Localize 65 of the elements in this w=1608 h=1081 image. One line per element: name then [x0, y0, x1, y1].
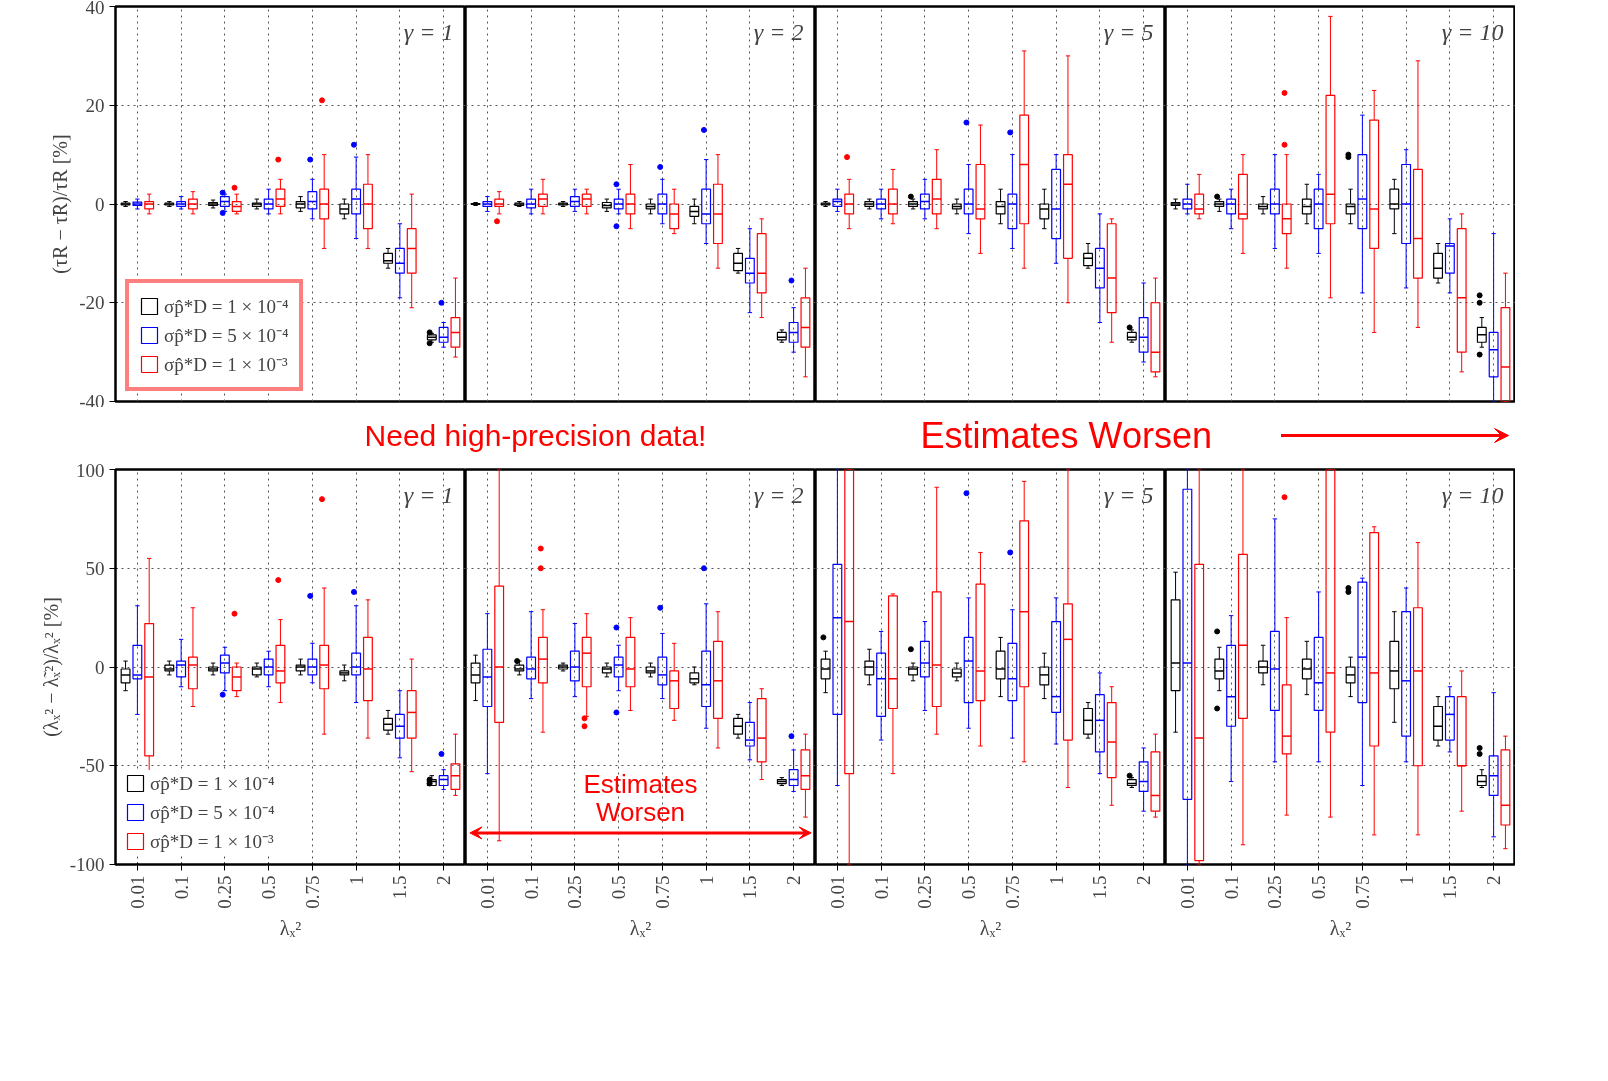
x-axis-title: λₓ² — [979, 916, 1002, 939]
x-tick-label: 1.5 — [389, 875, 411, 900]
annotation: γ = 10 — [1441, 481, 1504, 508]
x-tick-label: 0.01 — [826, 875, 848, 909]
y-tick-label: -40 — [79, 390, 105, 412]
x-tick-label: 2 — [1483, 875, 1505, 885]
y-tick-label: 50 — [85, 557, 105, 579]
x-tick-label: 1 — [695, 875, 717, 885]
y-axis-title: (τR − τ̃R)/τR [%] — [49, 134, 73, 274]
x-tick-label: 1 — [1395, 875, 1417, 885]
x-tick-label: 0.5 — [958, 875, 980, 900]
x-axis-title: λₓ² — [279, 916, 302, 939]
x-tick-label: 2 — [1133, 875, 1155, 885]
x-tick-label: 0.1 — [870, 875, 892, 900]
x-tick-label: 1.5 — [1089, 875, 1111, 900]
x-tick-label: 0.75 — [651, 875, 673, 909]
y-tick-label: -20 — [79, 292, 105, 314]
legend-label: σp̂*D = 1 × 10⁻⁴ — [164, 295, 289, 319]
x-tick-label: 2 — [433, 875, 455, 885]
annotation: γ = 5 — [1103, 481, 1154, 508]
y-tick-label: 40 — [85, 0, 105, 18]
x-tick-label: 0.5 — [608, 875, 630, 900]
x-tick-label: 0.25 — [1264, 875, 1286, 909]
x-tick-label: 0.25 — [914, 875, 936, 909]
x-tick-label: 0.1 — [170, 875, 192, 900]
x-tick-label: 0.75 — [301, 875, 323, 909]
x-tick-label: 0.75 — [1351, 875, 1373, 909]
y-tick-label: 0 — [95, 193, 105, 215]
x-axis-title: λₓ² — [629, 916, 652, 939]
x-tick-label: 0.25 — [564, 875, 586, 909]
x-tick-label: 0.01 — [476, 875, 498, 909]
x-tick-label: 0.75 — [1001, 875, 1023, 909]
x-tick-label: 1 — [1045, 875, 1067, 885]
y-tick-label: 20 — [85, 94, 105, 116]
annotation: γ = 1 — [403, 481, 454, 508]
legend-label: σp̂*D = 5 × 10⁻⁴ — [150, 801, 275, 825]
annotation: γ = 1 — [403, 18, 454, 45]
x-tick-label: 1 — [345, 875, 367, 885]
annotation: γ = 2 — [753, 481, 804, 508]
y-tick-label: -100 — [69, 854, 105, 875]
text: Need high-precision data! — [364, 419, 707, 452]
x-tick-label: 1.5 — [1439, 875, 1461, 900]
legend-label: σp̂*D = 1 × 10⁻⁴ — [150, 772, 275, 796]
x-tick-label: 0.01 — [126, 875, 148, 909]
x-axis-title: λₓ² — [1329, 916, 1352, 939]
x-tick-label: 2 — [783, 875, 805, 885]
annotation: Estimates Worsen — [583, 768, 698, 827]
annotation: γ = 5 — [1103, 18, 1154, 45]
x-tick-label: 1.5 — [739, 875, 761, 900]
text: Estimates Worsen — [920, 415, 1212, 456]
annotation: γ = 2 — [753, 18, 804, 45]
y-tick-label: 100 — [76, 459, 105, 481]
legend-label: σp̂*D = 1 × 10⁻³ — [150, 830, 274, 854]
legend-label: σp̂*D = 5 × 10⁻⁴ — [164, 324, 289, 348]
y-axis-title: (λₓ² − λ̃ₓ²)/λₓ² [%] — [39, 597, 63, 737]
x-tick-label: 0.5 — [258, 875, 280, 900]
y-tick-label: -50 — [79, 755, 105, 777]
y-tick-label: 0 — [95, 656, 105, 678]
annotation: γ = 10 — [1441, 18, 1504, 45]
x-tick-label: 0.1 — [520, 875, 542, 900]
x-tick-label: 0.1 — [1220, 875, 1242, 900]
x-tick-label: 0.5 — [1308, 875, 1330, 900]
x-tick-label: 0.25 — [214, 875, 236, 909]
legend-label: σp̂*D = 1 × 10⁻³ — [164, 353, 288, 377]
x-tick-label: 0.01 — [1176, 875, 1198, 909]
